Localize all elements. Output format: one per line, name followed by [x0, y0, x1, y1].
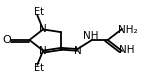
Text: O: O — [3, 35, 12, 45]
Text: N: N — [74, 46, 82, 56]
Text: Et: Et — [34, 62, 44, 72]
Text: NH: NH — [83, 31, 99, 41]
Text: NH: NH — [119, 45, 134, 55]
Text: N: N — [39, 24, 47, 34]
Text: NH₂: NH₂ — [118, 25, 138, 35]
Text: N: N — [39, 46, 47, 56]
Text: Et: Et — [34, 8, 44, 18]
